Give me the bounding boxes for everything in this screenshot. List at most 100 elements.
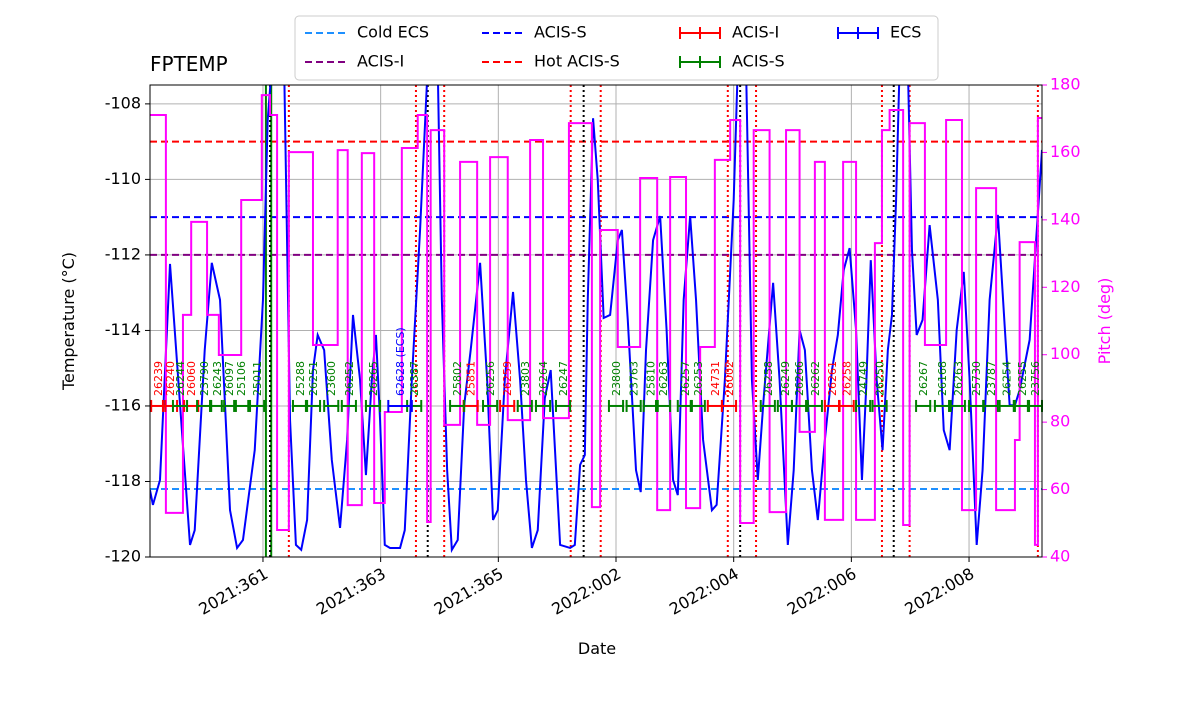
obsid-label: 26263: [952, 361, 965, 396]
y2-tick-label: 180: [1050, 75, 1081, 94]
obsid-label: 23787: [985, 361, 998, 396]
observation: [655, 399, 672, 412]
y2-tick-label: 40: [1050, 547, 1070, 566]
legend-label: ACIS-I: [357, 52, 404, 71]
observation: [625, 399, 642, 412]
observation: [982, 399, 999, 412]
y-tick-label: -112: [105, 244, 141, 263]
legend-label: Cold ECS: [357, 23, 429, 42]
legend-entry: ECS: [837, 23, 921, 42]
legend-entry: ACIS-S: [679, 52, 785, 71]
legend-entry: ACIS-I: [305, 52, 404, 71]
obsid-label: 26267: [917, 361, 930, 396]
observation: [790, 399, 808, 412]
obsid-label: 25810: [645, 361, 658, 396]
y2-axis-label: Pitch (deg): [1095, 278, 1114, 365]
y-tick-label: -110: [105, 169, 141, 188]
obsid-label: 25802: [451, 361, 464, 396]
observation: [554, 399, 572, 412]
observation: [689, 399, 706, 412]
x-axis-label: Date: [578, 639, 616, 658]
y2-tick-label: 100: [1050, 344, 1081, 363]
obsid-label: 26256: [484, 361, 497, 396]
y-tick-label: -116: [105, 395, 141, 414]
obsid-label: 26266: [793, 361, 806, 396]
y-tick-label: -108: [105, 93, 141, 112]
obsid-label: 26262: [809, 361, 822, 396]
observation: [387, 399, 413, 412]
y-tick-label: -114: [105, 320, 141, 339]
y2-tick-label: 140: [1050, 209, 1081, 228]
legend-entry: Hot ACIS-S: [482, 52, 620, 71]
observation: [482, 399, 499, 412]
obsid-label: 26255: [1016, 361, 1029, 396]
obsid-label: 26253: [692, 361, 705, 396]
legend-entry: Cold ECS: [305, 23, 429, 42]
obsid-label: 23803: [519, 361, 532, 396]
temperature-line: [150, 85, 1042, 554]
observation: [171, 399, 189, 412]
y-tick-label: -120: [105, 547, 141, 566]
observation: [915, 399, 932, 412]
observation: [534, 399, 552, 412]
obsid-label: 24749: [857, 361, 870, 396]
obsid-label: 26258: [841, 361, 854, 396]
obsid-label: 23800: [610, 361, 623, 396]
observation: [304, 399, 322, 412]
legend-label: ACIS-S: [732, 52, 785, 71]
obsid-label: 24731: [709, 361, 722, 396]
observation: [233, 399, 250, 412]
y-tick-label: -118: [105, 471, 141, 490]
obsid-label: 26250: [874, 361, 887, 396]
observation: [720, 399, 738, 412]
observation: [249, 399, 266, 412]
observation: [607, 399, 625, 412]
obsid-label: 26249: [779, 361, 792, 396]
observation: [323, 399, 340, 412]
obsid-label: 26261: [826, 361, 839, 396]
obsid-label: 26265: [367, 361, 380, 396]
observation: [449, 399, 466, 412]
obsid-label: 26251: [307, 361, 320, 396]
legend-box: [294, 15, 939, 81]
y2-tick-label: 60: [1050, 479, 1070, 498]
observation: [340, 399, 357, 412]
observation: [949, 399, 966, 412]
obsid-label: 26060: [185, 361, 198, 396]
obsid-label: 26258: [762, 361, 775, 396]
obsid-label: 25288: [294, 361, 307, 396]
y2-tick-label: 120: [1050, 277, 1081, 296]
obsid-label: 26259: [501, 361, 514, 396]
axes-frame: [149, 84, 1043, 558]
obsid-label: 26257: [679, 361, 692, 396]
y2-tick-label: 80: [1050, 412, 1070, 431]
obsid-label: 25730: [970, 361, 983, 396]
y2-tick-label: 160: [1050, 142, 1081, 161]
obsid-label: 26168: [936, 361, 949, 396]
obsid-label: 23790: [198, 361, 211, 396]
observation: [998, 399, 1015, 412]
obsid-label: 26002: [723, 361, 736, 396]
legend-entry: ACIS-S: [482, 23, 587, 42]
legend-label: ACIS-S: [534, 23, 587, 42]
obsid-label: 26244: [174, 361, 187, 396]
obsid-label: 26240: [164, 361, 177, 396]
observation: [516, 399, 533, 412]
observation: [806, 399, 823, 412]
legend-label: ACIS-I: [732, 23, 779, 42]
observation: [871, 399, 888, 412]
chart-title: FPTEMP: [150, 52, 228, 76]
obsid-label: 26263: [657, 361, 670, 396]
observation: [933, 399, 951, 412]
obsid-label: 25011: [251, 361, 264, 396]
obsid-label: 26239: [152, 361, 165, 396]
obsid-label: 25106: [235, 361, 248, 396]
obsid-label: 26254: [1001, 361, 1014, 396]
observation: [838, 399, 855, 412]
obsid-label: 26387: [408, 361, 421, 396]
obsid-label: 26252: [343, 361, 356, 396]
observation: [364, 399, 382, 412]
obsid-label: 23763: [628, 361, 641, 396]
